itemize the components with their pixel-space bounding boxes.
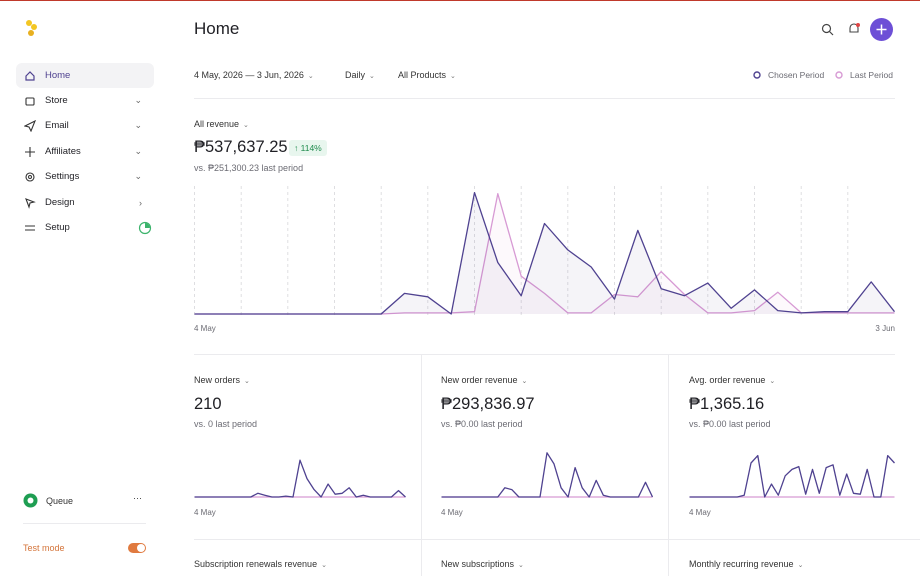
nav-item[interactable]: Store ⌄: [16, 88, 154, 113]
legend-label: Chosen Period: [768, 70, 825, 80]
product-filter[interactable]: All Products ⌄: [398, 70, 456, 80]
metric-value: ₱1,365.16: [689, 395, 765, 413]
interval: Daily: [345, 70, 366, 80]
metric-comparison: vs. 0 last period: [194, 419, 258, 429]
x-end: 3 Jun: [875, 324, 895, 333]
revenue-dropdown[interactable]: All revenue ⌄: [194, 119, 249, 129]
interval-filter[interactable]: Daily ⌄: [345, 70, 375, 80]
nav-label: Email: [45, 120, 69, 131]
series-area: [194, 192, 895, 314]
metric-dropdown[interactable]: Monthly recurring revenue ⌄: [689, 559, 804, 569]
nav-label: Settings: [45, 171, 80, 182]
revenue-comparison: vs. ₱251,300.23 last period: [194, 163, 304, 173]
metric-dropdown[interactable]: Subscription renewals revenue ⌄: [194, 559, 327, 569]
series-line: [194, 459, 406, 498]
queue-label[interactable]: Queue: [46, 496, 74, 506]
notification-icon[interactable]: [847, 22, 861, 36]
date-range: 4 May, 2026 — 3 Jun, 2026: [194, 70, 304, 80]
legend-label: Last Period: [850, 70, 893, 80]
toggle[interactable]: [128, 543, 146, 553]
page-title: Home: [194, 19, 240, 38]
series-line: [194, 191, 895, 315]
add-button[interactable]: [870, 18, 893, 41]
metric-value: 210: [194, 395, 222, 413]
logo: [26, 20, 37, 36]
queue-icon: [23, 493, 38, 508]
products: All Products: [398, 70, 447, 80]
nav-item[interactable]: Affiliates ⌄: [16, 139, 154, 164]
metric-label: Subscription renewals revenue: [194, 559, 318, 569]
metric-chart: [689, 454, 895, 498]
nav-item[interactable]: Setup: [16, 215, 154, 240]
series-line: [689, 454, 895, 498]
nav-label: Home: [45, 70, 71, 81]
nav-item[interactable]: Settings ⌄: [16, 164, 154, 189]
nav-label: Affiliates: [45, 146, 81, 157]
metric-comparison: vs. ₱0.00 last period: [689, 419, 771, 429]
revenue-value: ₱537,637.25: [194, 138, 288, 156]
metric-label: Avg. order revenue: [689, 375, 766, 385]
revenue-chart: [194, 186, 895, 316]
metric-dropdown[interactable]: New orders ⌄: [194, 375, 250, 385]
nav-label: Store: [45, 95, 68, 106]
series-line: [441, 452, 653, 498]
metric-label: Monthly recurring revenue: [689, 559, 794, 569]
metric-comparison: vs. ₱0.00 last period: [441, 419, 523, 429]
legend-swatch: [835, 71, 843, 79]
nav-label: Design: [45, 197, 75, 208]
metric-dropdown[interactable]: New subscriptions ⌄: [441, 559, 524, 569]
metric-chart: [441, 452, 653, 498]
metric-dropdown[interactable]: New order revenue ⌄: [441, 375, 528, 385]
metric-label: New orders: [194, 375, 241, 385]
search-icon[interactable]: [821, 23, 834, 36]
revenue-label: All revenue: [194, 119, 240, 129]
x-start: 4 May: [441, 508, 463, 517]
x-start: 4 May: [194, 324, 216, 333]
metric-value: ₱293,836.97: [441, 395, 535, 413]
change-badge: ↑ 114%: [289, 140, 327, 156]
metric-dropdown[interactable]: Avg. order revenue ⌄: [689, 375, 776, 385]
nav-item[interactable]: Home: [16, 63, 154, 88]
sidebar: Home Store ⌄ Email ⌄ Affiliates ⌄ Settings ⌄…: [0, 1, 170, 576]
nav-item[interactable]: Email ⌄: [16, 113, 154, 138]
metric-label: New order revenue: [441, 375, 518, 385]
test-mode-label: Test mode: [23, 543, 65, 553]
x-start: 4 May: [194, 508, 216, 517]
nav-item[interactable]: Design ›: [16, 190, 154, 215]
metric-label: New subscriptions: [441, 559, 515, 569]
nav-label: Setup: [45, 222, 70, 233]
x-start: 4 May: [689, 508, 711, 517]
metric-chart: [194, 459, 406, 498]
legend-swatch: [753, 71, 761, 79]
date-filter[interactable]: 4 May, 2026 — 3 Jun, 2026 ⌄: [194, 70, 314, 80]
change-value: 114%: [300, 143, 322, 153]
more-button[interactable]: ···: [133, 493, 142, 503]
